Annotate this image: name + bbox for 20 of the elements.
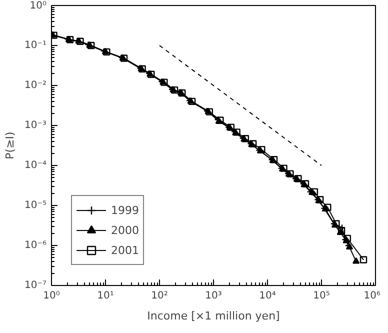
y-tick-label: 10⁻⁴ bbox=[24, 160, 47, 171]
legend-label: 2001 bbox=[111, 244, 139, 256]
x-axis-title: Income [×1 million yen] bbox=[147, 310, 280, 322]
y-tick-label: 10⁻³ bbox=[24, 120, 47, 131]
y-tick-label: 10⁻¹ bbox=[24, 40, 47, 51]
x-tick-label: 10⁶ bbox=[364, 290, 380, 302]
y-tick-label: 10⁻² bbox=[24, 80, 47, 91]
x-tick-label: 10⁰ bbox=[43, 290, 60, 302]
legend-label: 1999 bbox=[111, 204, 139, 216]
x-tick-label: 10³ bbox=[205, 290, 222, 302]
y-tick-label: 10⁻⁵ bbox=[24, 200, 47, 211]
y-tick-label: 10⁻⁷ bbox=[24, 280, 47, 291]
x-tick-label: 10⁵ bbox=[313, 290, 330, 302]
x-tick-label: 10⁴ bbox=[259, 290, 276, 302]
legend-label: 2000 bbox=[111, 224, 139, 236]
x-tick-label: 10² bbox=[151, 290, 168, 302]
x-tick-label: 10¹ bbox=[97, 290, 114, 302]
y-tick-label: 10⁰ bbox=[30, 0, 46, 12]
y-axis-title: P(≥I) bbox=[3, 132, 16, 160]
y-tick-label: 10⁻⁶ bbox=[24, 240, 47, 251]
